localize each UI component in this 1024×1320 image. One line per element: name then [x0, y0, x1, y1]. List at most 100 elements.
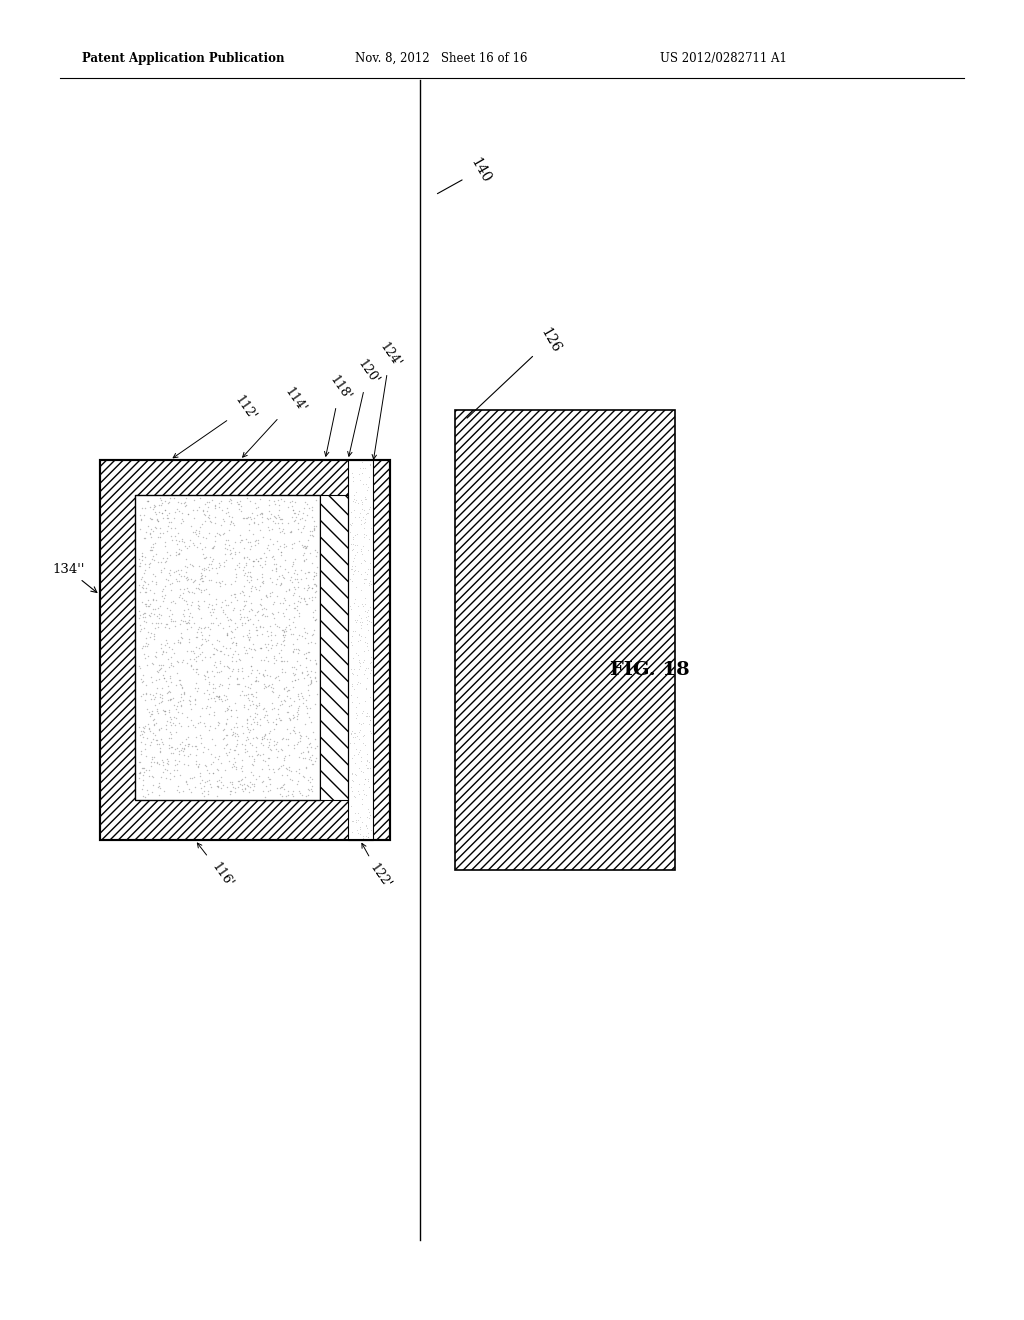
Point [291, 640, 307, 661]
Point [200, 688, 216, 709]
Point [266, 648, 283, 669]
Point [231, 603, 248, 624]
Point [207, 746, 223, 767]
Point [225, 739, 242, 760]
Point [142, 705, 159, 726]
Point [266, 548, 283, 569]
Point [223, 772, 240, 793]
Point [356, 690, 373, 711]
Point [231, 771, 248, 792]
Point [152, 527, 168, 548]
Point [158, 714, 174, 735]
Point [295, 688, 311, 709]
Point [356, 768, 373, 789]
Point [260, 711, 276, 733]
Point [196, 780, 212, 801]
Point [242, 565, 258, 586]
Point [142, 603, 159, 624]
Point [252, 548, 268, 569]
Point [186, 766, 203, 787]
Point [283, 619, 299, 640]
Text: FIG. 18: FIG. 18 [610, 661, 689, 678]
Point [295, 536, 311, 557]
Point [135, 602, 152, 623]
Point [358, 814, 375, 836]
Point [236, 668, 252, 689]
Point [286, 577, 302, 598]
Point [214, 675, 230, 696]
Point [227, 635, 244, 656]
Point [287, 491, 303, 512]
Point [135, 682, 152, 704]
Point [195, 527, 211, 548]
Point [201, 673, 217, 694]
Point [288, 659, 304, 680]
Point [155, 640, 171, 661]
Point [236, 576, 252, 597]
Point [231, 649, 248, 671]
Point [281, 756, 297, 777]
Point [276, 690, 293, 711]
Point [237, 742, 253, 763]
Point [284, 537, 300, 558]
Point [240, 610, 256, 631]
Point [160, 752, 176, 774]
Point [361, 663, 378, 684]
Point [152, 777, 168, 799]
Point [360, 808, 377, 829]
Point [212, 651, 228, 672]
Point [273, 619, 290, 640]
Point [229, 733, 246, 754]
Point [183, 656, 200, 677]
Point [261, 768, 278, 789]
Point [187, 659, 204, 680]
Point [247, 671, 263, 692]
Point [348, 643, 365, 664]
Point [169, 652, 185, 673]
Point [303, 672, 319, 693]
Point [186, 535, 203, 556]
Point [208, 607, 224, 628]
Point [200, 780, 216, 801]
Point [167, 714, 183, 735]
Point [287, 598, 303, 619]
Point [236, 537, 252, 558]
Point [362, 645, 379, 667]
Point [140, 589, 157, 610]
Point [144, 590, 161, 611]
Point [261, 734, 278, 755]
Point [136, 722, 153, 743]
Point [161, 492, 177, 513]
Point [362, 722, 379, 743]
Point [217, 573, 233, 594]
Point [294, 626, 310, 647]
Point [210, 715, 226, 737]
Point [150, 776, 166, 797]
Point [181, 631, 198, 652]
Point [205, 675, 221, 696]
Point [175, 649, 191, 671]
Point [176, 532, 193, 553]
Point [175, 610, 191, 631]
Point [161, 727, 177, 748]
Point [211, 553, 227, 574]
Point [247, 639, 263, 660]
Point [176, 605, 193, 626]
Point [262, 676, 279, 697]
Point [212, 576, 228, 597]
Point [182, 693, 199, 714]
Point [233, 770, 250, 791]
Point [240, 698, 256, 719]
Point [136, 718, 153, 739]
Point [356, 561, 373, 582]
Point [184, 606, 201, 627]
Point [213, 660, 229, 681]
Point [289, 705, 305, 726]
Point [197, 772, 213, 793]
Point [354, 793, 371, 814]
Point [159, 614, 175, 635]
Point [254, 503, 270, 524]
Point [133, 498, 150, 519]
Point [352, 513, 369, 535]
Point [147, 647, 164, 668]
